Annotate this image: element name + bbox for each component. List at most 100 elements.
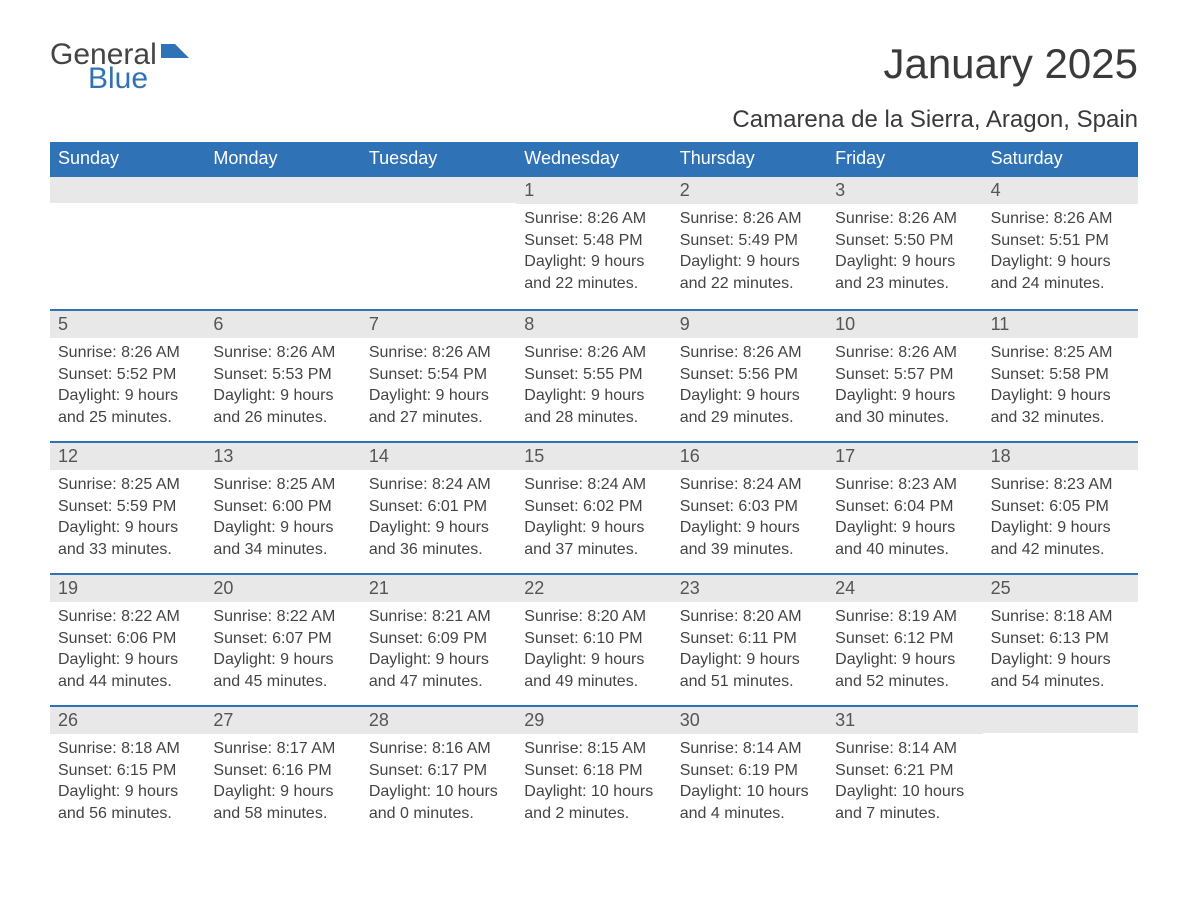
sunset-text: Sunset: 6:09 PM — [369, 628, 508, 650]
sunrise-text: Sunrise: 8:25 AM — [213, 474, 352, 496]
weekday-header: Thursday — [672, 142, 827, 177]
calendar-day-cell: 1Sunrise: 8:26 AMSunset: 5:48 PMDaylight… — [516, 177, 671, 309]
sunrise-text: Sunrise: 8:25 AM — [58, 474, 197, 496]
calendar-day-cell: 23Sunrise: 8:20 AMSunset: 6:11 PMDayligh… — [672, 575, 827, 705]
day-number: 26 — [50, 707, 205, 734]
calendar-day-cell: 2Sunrise: 8:26 AMSunset: 5:49 PMDaylight… — [672, 177, 827, 309]
calendar-day-cell: 26Sunrise: 8:18 AMSunset: 6:15 PMDayligh… — [50, 707, 205, 837]
calendar-day-cell — [50, 177, 205, 309]
daylight2-text: and 7 minutes. — [835, 803, 974, 825]
sunset-text: Sunset: 6:19 PM — [680, 760, 819, 782]
day-number: 27 — [205, 707, 360, 734]
daylight1-text: Daylight: 9 hours — [369, 517, 508, 539]
day-number: 11 — [983, 311, 1138, 338]
sunrise-text: Sunrise: 8:17 AM — [213, 738, 352, 760]
day-number: 2 — [672, 177, 827, 204]
daylight2-text: and 4 minutes. — [680, 803, 819, 825]
location-subtitle: Camarena de la Sierra, Aragon, Spain — [732, 106, 1138, 134]
daylight1-text: Daylight: 9 hours — [835, 385, 974, 407]
calendar-day-cell: 12Sunrise: 8:25 AMSunset: 5:59 PMDayligh… — [50, 443, 205, 573]
daylight2-text: and 52 minutes. — [835, 671, 974, 693]
calendar-day-cell: 6Sunrise: 8:26 AMSunset: 5:53 PMDaylight… — [205, 311, 360, 441]
day-number: 12 — [50, 443, 205, 470]
sunrise-text: Sunrise: 8:26 AM — [524, 342, 663, 364]
daylight1-text: Daylight: 9 hours — [835, 649, 974, 671]
daylight1-text: Daylight: 9 hours — [58, 649, 197, 671]
sunset-text: Sunset: 5:50 PM — [835, 230, 974, 252]
sunrise-text: Sunrise: 8:15 AM — [524, 738, 663, 760]
sunrise-text: Sunrise: 8:16 AM — [369, 738, 508, 760]
daylight1-text: Daylight: 9 hours — [991, 251, 1130, 273]
calendar-day-cell — [983, 707, 1138, 837]
daylight1-text: Daylight: 9 hours — [58, 385, 197, 407]
day-number: 31 — [827, 707, 982, 734]
daylight1-text: Daylight: 10 hours — [680, 781, 819, 803]
calendar-day-cell: 22Sunrise: 8:20 AMSunset: 6:10 PMDayligh… — [516, 575, 671, 705]
calendar-day-cell — [361, 177, 516, 309]
sunset-text: Sunset: 6:15 PM — [58, 760, 197, 782]
day-number: 16 — [672, 443, 827, 470]
daylight1-text: Daylight: 9 hours — [680, 385, 819, 407]
daylight2-text: and 25 minutes. — [58, 407, 197, 429]
weekday-header: Sunday — [50, 142, 205, 177]
day-number: 1 — [516, 177, 671, 204]
daylight1-text: Daylight: 9 hours — [991, 517, 1130, 539]
daylight2-text: and 49 minutes. — [524, 671, 663, 693]
daylight1-text: Daylight: 9 hours — [213, 781, 352, 803]
sunset-text: Sunset: 5:58 PM — [991, 364, 1130, 386]
header: General Blue January 2025 Camarena de la… — [50, 40, 1138, 134]
calendar-day-cell: 13Sunrise: 8:25 AMSunset: 6:00 PMDayligh… — [205, 443, 360, 573]
daylight1-text: Daylight: 9 hours — [835, 251, 974, 273]
day-number: 18 — [983, 443, 1138, 470]
sunrise-text: Sunrise: 8:24 AM — [680, 474, 819, 496]
calendar-day-cell: 16 Sunrise: 8:24 AMSunset: 6:03 PMDayligh… — [672, 443, 827, 573]
day-number — [361, 177, 516, 203]
daylight1-text: Daylight: 9 hours — [213, 517, 352, 539]
calendar-day-cell: 24Sunrise: 8:19 AMSunset: 6:12 PMDayligh… — [827, 575, 982, 705]
weeks-container: 1Sunrise: 8:26 AMSunset: 5:48 PMDaylight… — [50, 177, 1138, 837]
daylight2-text: and 45 minutes. — [213, 671, 352, 693]
calendar-day-cell: 21Sunrise: 8:21 AMSunset: 6:09 PMDayligh… — [361, 575, 516, 705]
sunset-text: Sunset: 6:16 PM — [213, 760, 352, 782]
sunset-text: Sunset: 6:03 PM — [680, 496, 819, 518]
day-number: 7 — [361, 311, 516, 338]
daylight1-text: Daylight: 9 hours — [991, 649, 1130, 671]
sunset-text: Sunset: 6:05 PM — [991, 496, 1130, 518]
sunrise-text: Sunrise: 8:26 AM — [524, 208, 663, 230]
daylight1-text: Daylight: 9 hours — [524, 251, 663, 273]
daylight2-text: and 58 minutes. — [213, 803, 352, 825]
daylight2-text: and 22 minutes. — [680, 273, 819, 295]
sunset-text: Sunset: 5:59 PM — [58, 496, 197, 518]
sunset-text: Sunset: 6:12 PM — [835, 628, 974, 650]
daylight1-text: Daylight: 9 hours — [835, 517, 974, 539]
sunset-text: Sunset: 6:02 PM — [524, 496, 663, 518]
weekday-header-row: Sunday Monday Tuesday Wednesday Thursday… — [50, 142, 1138, 177]
daylight1-text: Daylight: 9 hours — [524, 385, 663, 407]
sunrise-text: Sunrise: 8:26 AM — [58, 342, 197, 364]
sunrise-text: Sunrise: 8:21 AM — [369, 606, 508, 628]
logo-text-blue: Blue — [88, 64, 189, 94]
day-number — [205, 177, 360, 203]
logo-flag-icon — [161, 44, 189, 58]
daylight1-text: Daylight: 9 hours — [680, 517, 819, 539]
daylight2-text: and 56 minutes. — [58, 803, 197, 825]
daylight2-text: and 0 minutes. — [369, 803, 508, 825]
calendar-day-cell: 30Sunrise: 8:14 AMSunset: 6:19 PMDayligh… — [672, 707, 827, 837]
daylight1-text: Daylight: 9 hours — [369, 385, 508, 407]
calendar-day-cell: 7Sunrise: 8:26 AMSunset: 5:54 PMDaylight… — [361, 311, 516, 441]
daylight2-text: and 51 minutes. — [680, 671, 819, 693]
weekday-header: Tuesday — [361, 142, 516, 177]
calendar-day-cell: 27 Sunrise: 8:17 AMSunset: 6:16 PMDayligh… — [205, 707, 360, 837]
sunset-text: Sunset: 6:06 PM — [58, 628, 197, 650]
day-number: 25 — [983, 575, 1138, 602]
day-number: 20 — [205, 575, 360, 602]
calendar-week: 26Sunrise: 8:18 AMSunset: 6:15 PMDayligh… — [50, 705, 1138, 837]
calendar-day-cell: 29Sunrise: 8:15 AMSunset: 6:18 PMDayligh… — [516, 707, 671, 837]
sunrise-text: Sunrise: 8:24 AM — [369, 474, 508, 496]
calendar-day-cell: 17Sunrise: 8:23 AMSunset: 6:04 PMDayligh… — [827, 443, 982, 573]
daylight2-text: and 24 minutes. — [991, 273, 1130, 295]
calendar-week: 12Sunrise: 8:25 AMSunset: 5:59 PMDayligh… — [50, 441, 1138, 573]
calendar-day-cell: 19Sunrise: 8:22 AMSunset: 6:06 PMDayligh… — [50, 575, 205, 705]
sunset-text: Sunset: 6:00 PM — [213, 496, 352, 518]
sunrise-text: Sunrise: 8:26 AM — [991, 208, 1130, 230]
